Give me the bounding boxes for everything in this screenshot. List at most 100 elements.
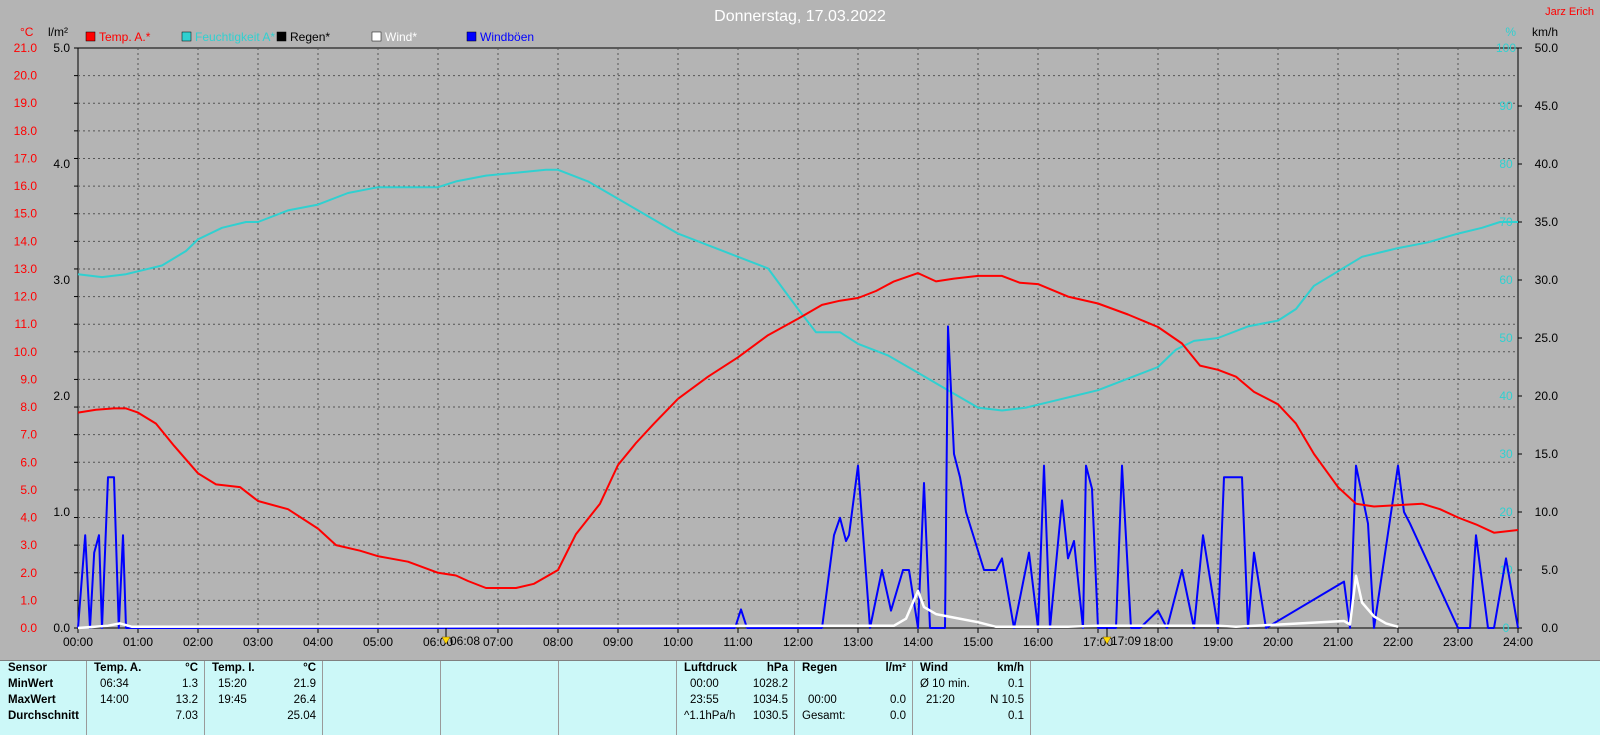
wind-tick-label: 15.0 <box>1535 447 1559 461</box>
temp-a-avg: 7.03 <box>175 710 198 722</box>
temp-tick-label: 21.0 <box>14 41 38 55</box>
sunrise-label: 06:08 <box>450 634 480 648</box>
temp-tick-label: 12.0 <box>14 290 38 304</box>
temp-i-title: Temp. I. <box>212 662 255 674</box>
wind-title: Wind <box>920 662 948 674</box>
x-tick-label: 07:00 <box>483 635 513 649</box>
legend-label: Regen* <box>290 30 330 44</box>
x-tick-label: 14:00 <box>903 635 933 649</box>
temp-tick-label: 5.0 <box>20 483 37 497</box>
hum-tick-label: 20 <box>1499 505 1513 519</box>
legend-label: Feuchtigkeit A* <box>195 30 275 44</box>
temp-tick-label: 2.0 <box>20 566 37 580</box>
max-label: MaxWert <box>8 694 56 706</box>
wind-tick-label: 50.0 <box>1535 41 1559 55</box>
temp-tick-label: 8.0 <box>20 400 37 414</box>
chart-legend: Temp. A.* Feuchtigkeit A* Regen* Wind* Windb… <box>85 30 534 44</box>
author-label: Jarz Erich <box>1545 6 1594 18</box>
temp-tick-label: 19.0 <box>14 96 38 110</box>
temp-tick-label: 20.0 <box>14 69 38 83</box>
hum-unit-label: % <box>1505 25 1516 39</box>
temp-tick-label: 18.0 <box>14 124 38 138</box>
wind-tick-label: 45.0 <box>1535 99 1559 113</box>
temp-i-column: Temp. I. °C 15:20 21.9 19:45 26.4 25.04 <box>204 661 323 735</box>
hum-tick-label: 80 <box>1499 157 1513 171</box>
temp-tick-label: 7.0 <box>20 428 37 442</box>
wind-min: 0.1 <box>1008 678 1024 690</box>
wind-tick-label: 30.0 <box>1535 273 1559 287</box>
wind-max: N 10.5 <box>990 694 1024 706</box>
x-tick-label: 11:00 <box>723 635 752 649</box>
series-temp-line <box>77 272 1519 589</box>
legend-swatch <box>181 31 192 42</box>
x-tick-label: 03:00 <box>243 635 273 649</box>
temp-tick-label: 17.0 <box>14 151 38 165</box>
x-tick-label: 05:00 <box>363 635 393 649</box>
sensor-header: Sensor <box>8 662 47 674</box>
rain-unit: l/m² <box>885 662 906 674</box>
x-tick-label: 01:00 <box>123 635 153 649</box>
wind-tick-label: 25.0 <box>1535 331 1559 345</box>
rain-unit-label: l/m² <box>48 25 68 39</box>
hum-tick-label: 0 <box>1503 621 1510 635</box>
axis-ticks: 00:00 01:00 02:00 03:00 04:00 05:00 06:00 07:00… <box>14 41 1559 649</box>
legend-label: Wind* <box>385 30 417 44</box>
series-wind-line <box>77 325 1519 629</box>
wind-tick-label: 0.0 <box>1541 621 1558 635</box>
hum-tick-label: 90 <box>1499 99 1513 113</box>
wind-tick-label: 5.0 <box>1541 563 1558 577</box>
legend-swatch <box>466 31 477 42</box>
temp-tick-label: 14.0 <box>14 234 38 248</box>
x-tick-label: 20:00 <box>1263 635 1293 649</box>
rain-max: 0.0 <box>890 694 906 706</box>
hum-tick-label: 50 <box>1499 331 1513 345</box>
empty-column-3 <box>558 661 677 735</box>
legend-swatch <box>371 31 382 42</box>
avg-label: Durchschnitt <box>8 710 79 722</box>
temp-tick-label: 6.0 <box>20 455 37 469</box>
wind-tick-label: 35.0 <box>1535 215 1559 229</box>
x-tick-label: 15:00 <box>963 635 993 649</box>
sunrise-icon <box>441 636 451 645</box>
min-label: MinWert <box>8 678 54 690</box>
temp-a-min-time: 06:34 <box>100 678 129 690</box>
temp-a-min: 1.3 <box>182 678 198 690</box>
temp-a-title: Temp. A. <box>94 662 142 674</box>
x-tick-label: 23:00 <box>1443 635 1473 649</box>
x-tick-label: 13:00 <box>843 635 873 649</box>
x-tick-label: 22:00 <box>1383 635 1413 649</box>
rain-tick-label: 3.0 <box>53 273 70 287</box>
temp-tick-label: 0.0 <box>20 621 37 635</box>
series-wind-line <box>77 574 1399 630</box>
chart-title: Donnerstag, 17.03.2022 <box>714 8 886 25</box>
rain-max-time: 00:00 <box>808 694 837 706</box>
rain-tick-label: 1.0 <box>53 505 70 519</box>
x-tick-label: 12:00 <box>783 635 813 649</box>
temp-tick-label: 9.0 <box>20 372 37 386</box>
x-tick-label: 10:00 <box>663 635 693 649</box>
rain-total-label: Gesamt: <box>802 710 846 722</box>
series-lines <box>77 168 1519 630</box>
temp-i-max-time: 19:45 <box>218 694 247 706</box>
temp-i-unit: °C <box>303 662 316 674</box>
sensor-column: Sensor MinWert MaxWert Durchschnitt <box>0 661 87 735</box>
temp-i-avg: 25.04 <box>287 710 316 722</box>
temp-tick-label: 4.0 <box>20 511 37 525</box>
pressure-unit: hPa <box>766 662 788 674</box>
pressure-max-time: 23:55 <box>690 694 719 706</box>
x-tick-label: 04:00 <box>303 635 333 649</box>
pressure-trend: ^1.1hPa/h <box>684 710 736 722</box>
temp-unit-label: °C <box>20 25 34 39</box>
empty-column-2 <box>440 661 559 735</box>
x-tick-label: 08:00 <box>543 635 573 649</box>
temp-a-column: Temp. A. °C 06:34 1.3 14:00 13.2 7.03 <box>86 661 205 735</box>
legend-swatch <box>276 31 287 42</box>
wind-min-label: Ø 10 min. <box>920 678 970 690</box>
temp-tick-label: 16.0 <box>14 179 38 193</box>
statistics-panel: Sensor MinWert MaxWert Durchschnitt Temp… <box>0 660 1600 735</box>
wind-tick-label: 20.0 <box>1535 389 1559 403</box>
x-tick-label: 16:00 <box>1023 635 1053 649</box>
temp-a-unit: °C <box>185 662 198 674</box>
rain-tick-label: 0.0 <box>53 621 70 635</box>
wind-unit-label: km/h <box>1532 25 1558 39</box>
